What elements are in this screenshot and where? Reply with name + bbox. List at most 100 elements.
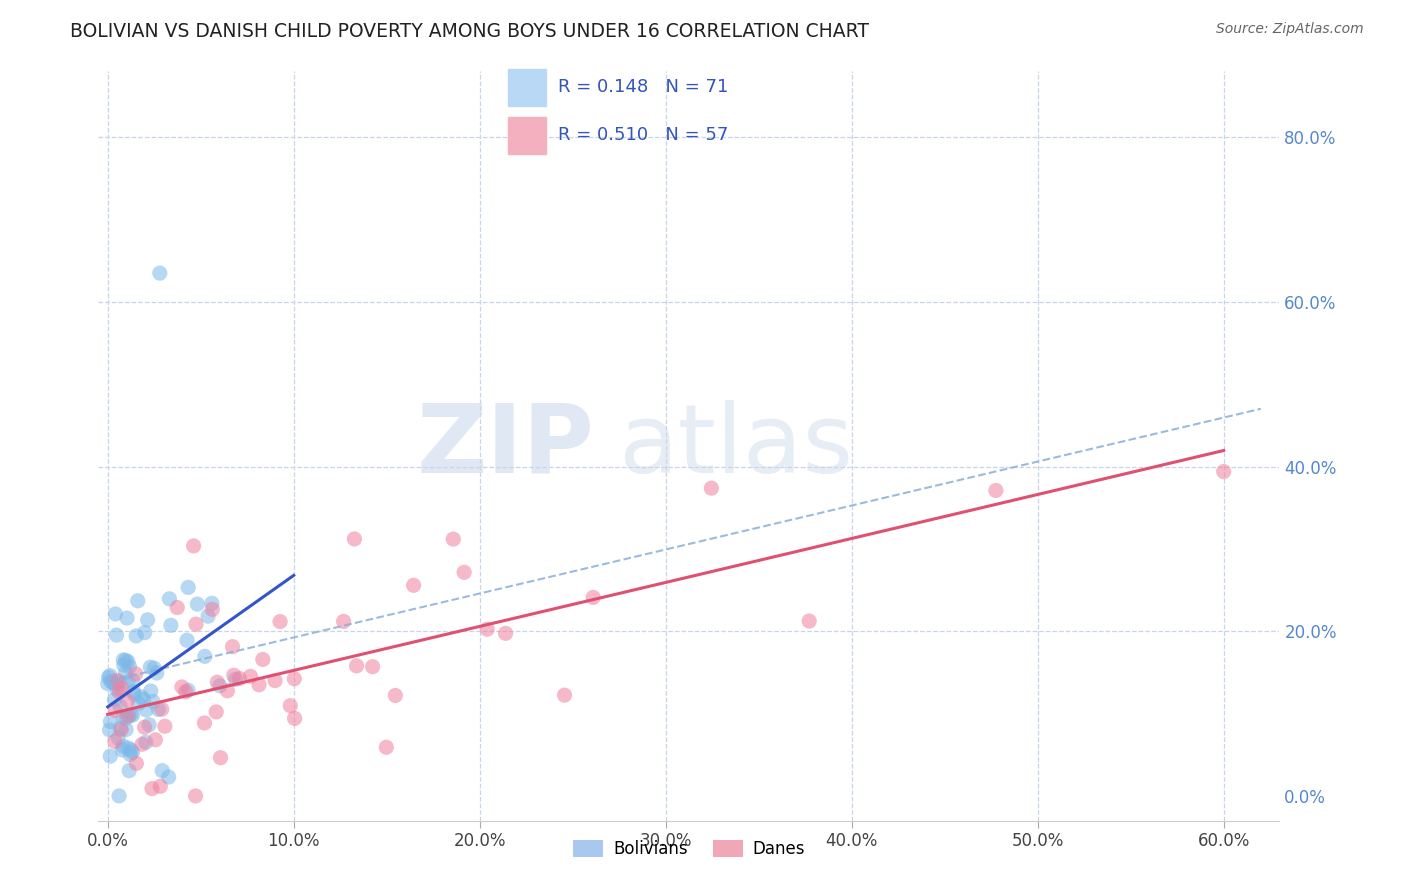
- Point: [346, 659, 368, 673]
- Point: [121, 673, 143, 688]
- Point: [157, 591, 180, 606]
- Point: [108, 685, 131, 699]
- Point: [98, 723, 121, 737]
- Point: [104, 703, 127, 717]
- Point: [117, 655, 139, 669]
- Point: [134, 625, 156, 640]
- Point: [141, 781, 163, 796]
- Legend: Bolivians, Danes: Bolivians, Danes: [567, 833, 811, 864]
- FancyBboxPatch shape: [509, 117, 546, 154]
- Point: [134, 720, 156, 734]
- Point: [153, 719, 176, 733]
- Point: [269, 615, 291, 629]
- Point: [117, 741, 139, 756]
- Point: [495, 626, 517, 640]
- Point: [107, 673, 129, 688]
- Point: [127, 594, 149, 608]
- Point: [217, 683, 239, 698]
- Point: [108, 699, 131, 714]
- Point: [131, 737, 153, 751]
- Point: [117, 708, 139, 723]
- Point: [117, 674, 139, 689]
- Point: [104, 607, 127, 621]
- Point: [160, 618, 183, 632]
- Point: [149, 266, 172, 280]
- Point: [112, 710, 135, 724]
- Point: [186, 597, 208, 611]
- Point: [101, 674, 124, 689]
- Point: [120, 707, 142, 722]
- Point: [110, 723, 132, 737]
- Point: [224, 673, 246, 687]
- Point: [97, 676, 120, 690]
- Point: [136, 613, 159, 627]
- Point: [343, 532, 366, 546]
- Point: [278, 698, 301, 713]
- Point: [582, 591, 605, 605]
- Point: [208, 679, 231, 693]
- Point: [148, 702, 170, 716]
- Point: [115, 711, 138, 725]
- Point: [118, 708, 141, 723]
- Point: [174, 684, 197, 698]
- Point: [239, 669, 262, 683]
- Point: [283, 672, 305, 686]
- Point: [205, 705, 228, 719]
- Point: [108, 789, 131, 803]
- Point: [799, 614, 821, 628]
- Point: [124, 688, 146, 702]
- Point: [453, 566, 475, 580]
- Text: BOLIVIAN VS DANISH CHILD POVERTY AMONG BOYS UNDER 16 CORRELATION CHART: BOLIVIAN VS DANISH CHILD POVERTY AMONG B…: [70, 22, 869, 41]
- Point: [143, 661, 166, 675]
- Point: [402, 578, 425, 592]
- Point: [103, 692, 125, 706]
- Point: [117, 693, 139, 707]
- Point: [111, 739, 134, 754]
- Point: [177, 683, 200, 698]
- Point: [122, 684, 145, 698]
- Point: [142, 694, 165, 708]
- Point: [125, 756, 148, 771]
- Point: [222, 668, 245, 682]
- Point: [120, 747, 142, 762]
- Point: [105, 682, 128, 697]
- Point: [118, 764, 141, 778]
- FancyBboxPatch shape: [509, 69, 546, 106]
- Point: [252, 652, 274, 666]
- Point: [138, 718, 160, 732]
- Point: [184, 789, 207, 803]
- Point: [384, 689, 406, 703]
- Point: [201, 596, 224, 610]
- Point: [139, 660, 162, 674]
- Point: [193, 715, 215, 730]
- Point: [135, 703, 157, 717]
- Text: R = 0.510   N = 57: R = 0.510 N = 57: [558, 126, 728, 144]
- Point: [170, 680, 193, 694]
- Point: [100, 714, 122, 729]
- Point: [104, 677, 127, 691]
- Point: [207, 675, 229, 690]
- Point: [115, 723, 138, 737]
- Point: [111, 743, 134, 757]
- Point: [264, 673, 287, 688]
- Point: [131, 690, 153, 704]
- Point: [145, 732, 167, 747]
- Point: [228, 672, 250, 686]
- Point: [110, 721, 132, 735]
- Point: [166, 600, 188, 615]
- Point: [115, 611, 138, 625]
- Point: [121, 745, 143, 759]
- Point: [197, 609, 219, 624]
- Point: [984, 483, 1007, 498]
- Point: [111, 681, 134, 696]
- Point: [332, 615, 354, 629]
- Point: [135, 735, 157, 749]
- Point: [201, 602, 224, 616]
- Point: [112, 658, 135, 673]
- Point: [441, 532, 464, 546]
- Text: Source: ZipAtlas.com: Source: ZipAtlas.com: [1216, 22, 1364, 37]
- Point: [554, 688, 576, 702]
- Text: R = 0.148   N = 71: R = 0.148 N = 71: [558, 78, 728, 95]
- Point: [139, 684, 162, 698]
- Point: [375, 740, 398, 755]
